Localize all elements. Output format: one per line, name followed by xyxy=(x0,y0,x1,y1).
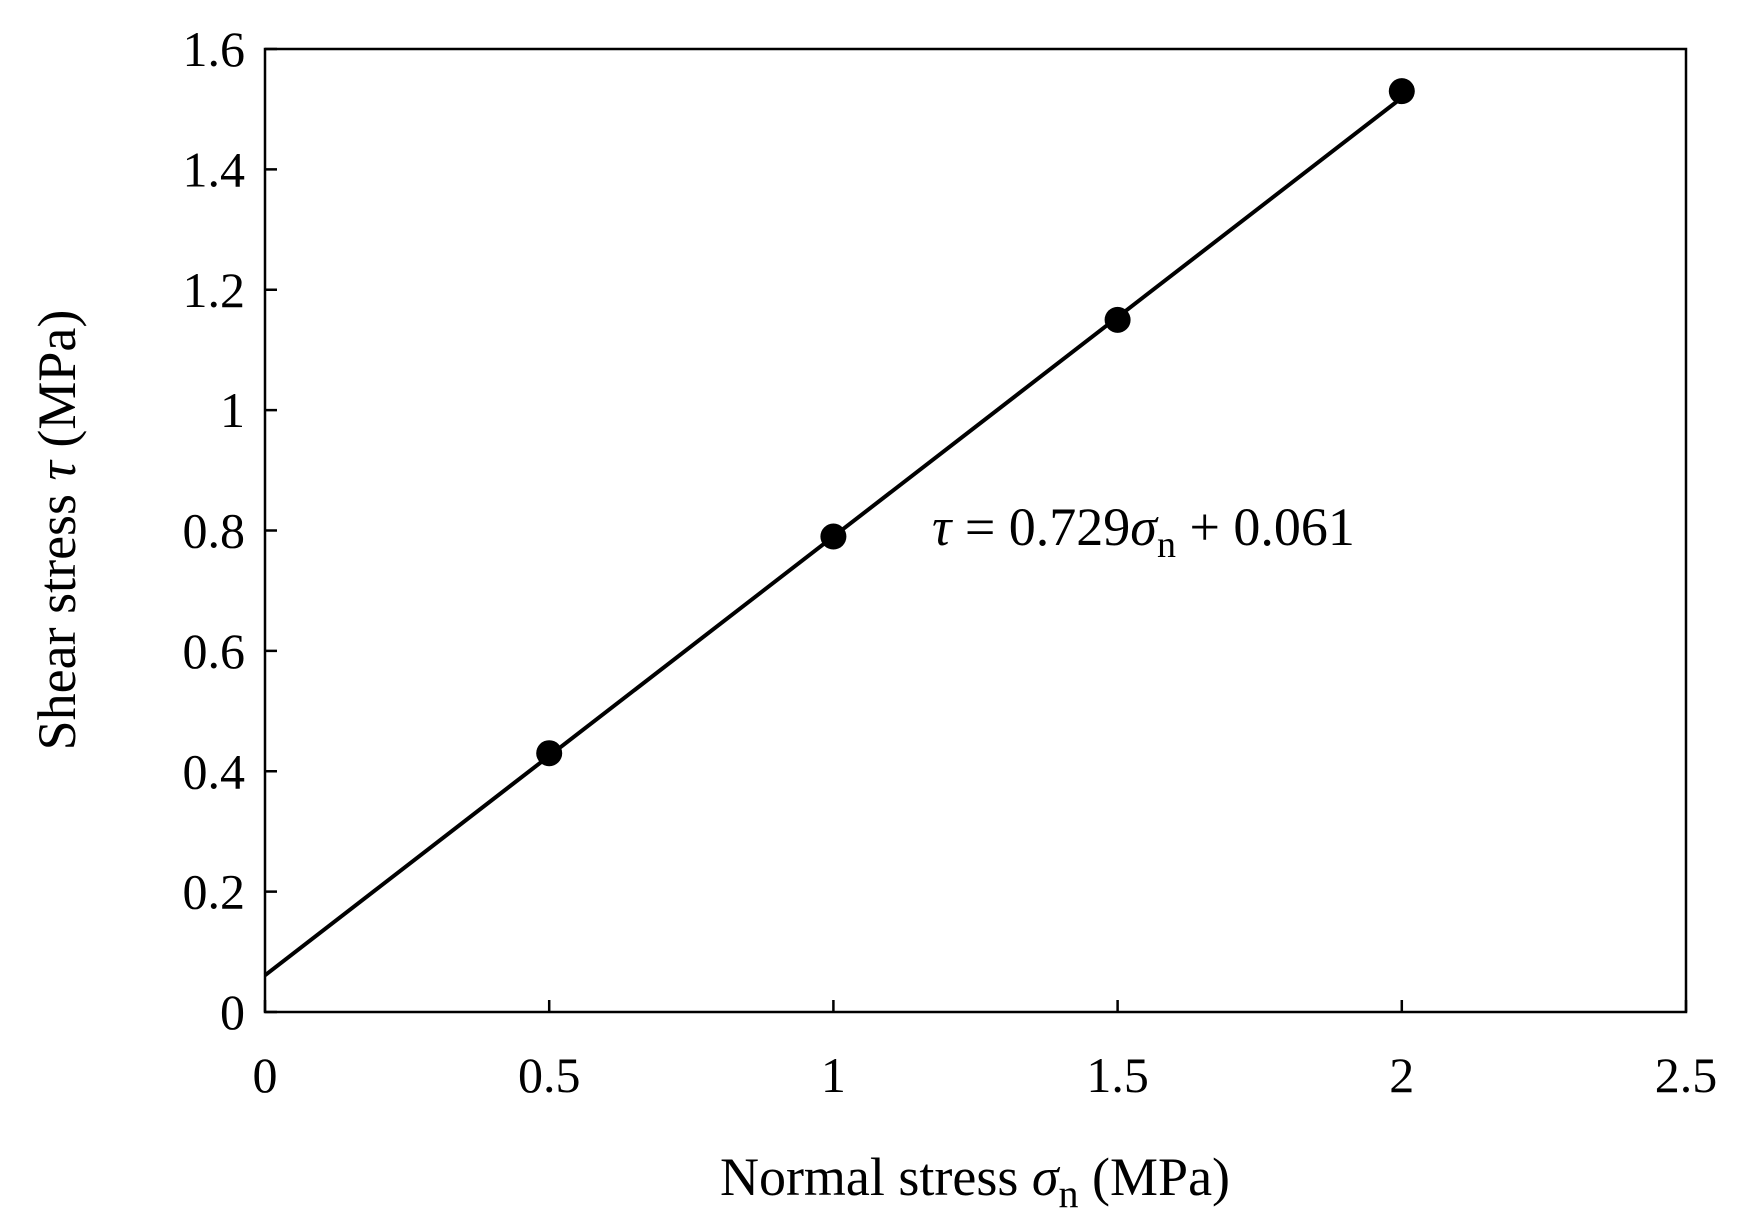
y-tick-label: 0.2 xyxy=(183,864,246,920)
y-axis-title: Shear stress τ (MPa) xyxy=(27,310,87,751)
y-tick-label: 1.4 xyxy=(183,141,246,197)
y-axis-ticks: 0 0.2 0.4 0.6 0.8 1 1.2 1.4 1.6 xyxy=(183,21,277,1040)
data-point xyxy=(820,523,847,550)
x-tick-label: 1 xyxy=(821,1047,846,1103)
y-tick-label: 0.6 xyxy=(183,623,246,679)
y-tick-label: 0.8 xyxy=(183,503,246,559)
x-tick-label: 2.5 xyxy=(1655,1047,1718,1103)
annotation-equation: τ = 0.729σn + 0.061 xyxy=(932,497,1355,566)
x-tick-label: 2 xyxy=(1389,1047,1414,1103)
x-tick-label: 1.5 xyxy=(1086,1047,1149,1103)
series-layer xyxy=(263,78,1415,977)
y-tick-label: 1 xyxy=(220,382,245,438)
data-point xyxy=(1104,306,1131,333)
x-tick-label: 0.5 xyxy=(518,1047,581,1103)
y-tick-label: 1.2 xyxy=(183,262,246,318)
y-tick-label: 1.6 xyxy=(183,21,246,77)
y-tick-label: 0.4 xyxy=(183,743,246,799)
x-axis-ticks: 0 0.5 1 1.5 2 2.5 xyxy=(253,1000,1718,1103)
x-axis-title: Normal stress σn (MPa) xyxy=(720,1147,1230,1216)
x-tick-label: 0 xyxy=(253,1047,278,1103)
data-point xyxy=(536,740,563,767)
y-tick-label: 0 xyxy=(220,984,245,1040)
data-point xyxy=(1388,78,1415,105)
